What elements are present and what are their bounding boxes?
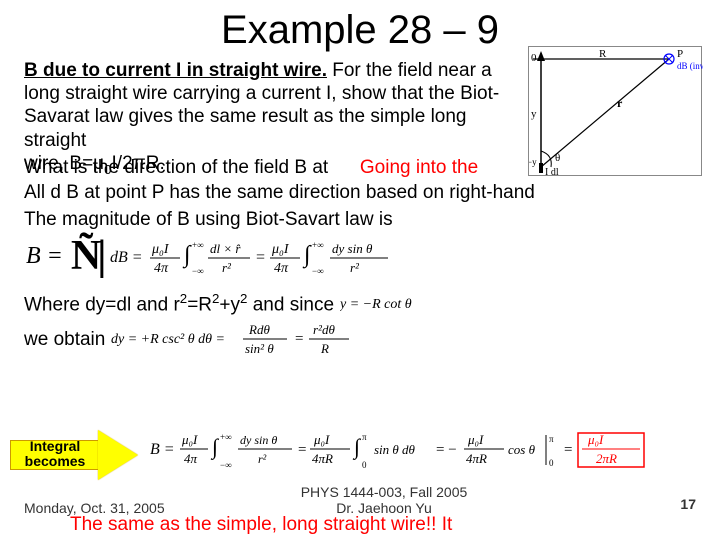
diagram-minus-y: −y [529, 157, 537, 167]
diagram-O: 0 [531, 52, 537, 64]
svg-text:2πR: 2πR [596, 451, 617, 466]
svg-text:cos θ: cos θ [508, 442, 536, 457]
svg-text:4πR: 4πR [312, 451, 333, 466]
biot-savart-diagram: 0 P R dB (inward) r θ y −y I dl [528, 46, 702, 176]
svg-text:4π: 4π [154, 261, 169, 276]
svg-text:= −: = − [436, 442, 457, 458]
eq-B-label: B = [26, 243, 63, 270]
svg-text:B =: B = [150, 441, 175, 458]
equation-svg-2: dy = +R csc² θ dθ = Rdθ sin² θ = r²dθ R [111, 319, 531, 359]
diagram-y: y [531, 108, 537, 120]
svg-text:R: R [320, 341, 329, 356]
diagram-P: P [677, 48, 683, 60]
diagram-dB: dB (inward) [677, 61, 703, 71]
svg-text:μ₀I: μ₀I [181, 432, 198, 447]
svg-text:+∞: +∞ [220, 432, 232, 442]
svg-text:dl × r̂: dl × r̂ [210, 241, 241, 256]
svg-text:−∞: −∞ [192, 266, 204, 276]
arrow-label: Integral becomes [16, 439, 94, 470]
where-e: we obtain [24, 328, 105, 351]
svg-text:Rdθ: Rdθ [248, 322, 270, 337]
where-d: and since [247, 295, 334, 316]
svg-text:μ₀I: μ₀I [151, 242, 170, 257]
equation-main: B = Ñ| dB = μ₀I 4π ∫ +∞ −∞ dl × r̂ r² = … [26, 235, 696, 277]
svg-text:r²: r² [222, 260, 232, 275]
svg-text:μ₀I: μ₀I [271, 242, 290, 257]
svg-text:0: 0 [362, 460, 367, 470]
svg-text:dy sin θ: dy sin θ [332, 241, 373, 256]
equation-svg-1: dB = μ₀I 4π ∫ +∞ −∞ dl × r̂ r² = μ₀I 4π … [110, 236, 490, 276]
svg-text:+∞: +∞ [312, 240, 324, 250]
svg-text:π: π [549, 434, 554, 444]
all-db-line: All d B at point P has the same directio… [24, 181, 696, 204]
svg-text:=: = [256, 249, 265, 266]
svg-text:r²dθ: r²dθ [313, 322, 335, 337]
svg-text:=: = [564, 442, 572, 458]
magnitude-line: The magnitude of B using Biot-Savart law… [24, 208, 696, 231]
svg-text:μ₀I: μ₀I [313, 432, 330, 447]
svg-text:=: = [295, 331, 303, 347]
slide: Example 28 – 9 0 P R dB (inward) r θ y −… [0, 0, 720, 540]
where-c: +y [219, 295, 240, 316]
svg-text:4π: 4π [274, 261, 289, 276]
diagram-R: R [599, 48, 607, 60]
svg-text:dy sin θ: dy sin θ [240, 433, 277, 447]
svg-text:=: = [298, 442, 306, 458]
wire-sub: 0 [104, 161, 111, 176]
svg-text:4πR: 4πR [466, 451, 487, 466]
statement-bold: B due to current I in straight wire. [24, 60, 327, 81]
where-a: Where dy=dl and r [24, 295, 180, 316]
footer-date: Monday, Oct. 31, 2005 [24, 500, 165, 516]
svg-text:∫: ∫ [210, 434, 220, 460]
diagram-theta: θ [555, 152, 560, 164]
overlap-line: wire, B=μ0I/2πR. [24, 152, 504, 178]
wire-mid: I/2πR. [112, 153, 165, 174]
svg-text:0: 0 [549, 458, 554, 468]
svg-text:π: π [362, 432, 367, 442]
integral-symbol: Ñ| [71, 235, 103, 277]
wire-prefix: wire, B=μ [24, 153, 104, 174]
svg-text:−∞: −∞ [220, 460, 232, 470]
svg-text:μ₀I: μ₀I [467, 432, 484, 447]
problem-statement: B due to current I in straight wire. For… [24, 59, 504, 152]
where-b: =R [187, 295, 212, 316]
svg-text:μ₀I: μ₀I [587, 432, 604, 447]
svg-text:dy = +R csc² θ dθ =: dy = +R csc² θ dθ = [111, 332, 225, 347]
svg-text:r²: r² [350, 260, 360, 275]
svg-text:y = −R cot θ: y = −R cot θ [340, 297, 412, 312]
footer-page-number: 17 [680, 496, 696, 512]
svg-text:+∞: +∞ [192, 240, 204, 250]
svg-text:∫: ∫ [182, 242, 192, 269]
equation-svg-ycot: y = −R cot θ [340, 287, 600, 321]
svg-text:dB =: dB = [110, 249, 143, 266]
diagram-Idl: I dl [545, 167, 559, 177]
svg-text:∫: ∫ [352, 434, 362, 460]
svg-text:−∞: −∞ [312, 266, 324, 276]
closing-line: The same as the simple, long straight wi… [70, 514, 452, 536]
svg-text:r²: r² [258, 452, 267, 466]
svg-text:4π: 4π [184, 451, 198, 466]
svg-text:∫: ∫ [302, 242, 312, 269]
we-obtain-line: we obtain dy = +R csc² θ dθ = Rdθ sin² θ… [24, 319, 696, 359]
svg-text:sin² θ: sin² θ [245, 341, 274, 356]
arrow-shape: Integral becomes [10, 430, 140, 480]
svg-text:sin θ dθ: sin θ dθ [374, 442, 416, 457]
footer-mid: PHYS 1444-003, Fall 2005Dr. Jaehoon Yu [264, 484, 504, 516]
where-line: Where dy=dl and r2=R2+y2 and since y = −… [24, 287, 696, 321]
equation-svg-3: B = μ₀I 4π ∫ +∞ −∞ dy sin θ r² = μ₀I 4πR… [150, 428, 690, 472]
arrow-callout: Integral becomes [10, 430, 140, 480]
diagram-r: r [617, 96, 623, 110]
